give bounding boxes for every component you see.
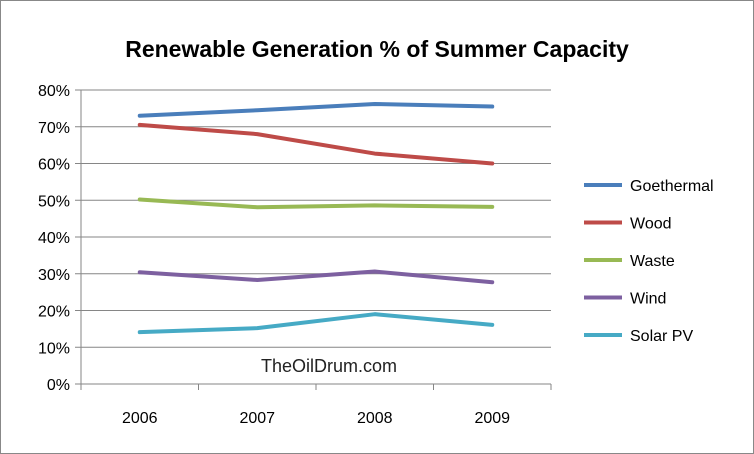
series-lines: [137, 101, 495, 335]
x-tick-label: 2009: [474, 410, 510, 427]
x-tick-labels: 2006 2007 2008 2009: [122, 410, 510, 427]
y-tick-label: 50%: [38, 193, 70, 210]
x-tick-label: 2007: [239, 410, 275, 427]
legend-label: Wind: [630, 291, 666, 308]
x-tick-label: 2006: [122, 410, 158, 427]
y-tick-labels: 0% 10% 20% 30% 40% 50% 60% 70% 80%: [38, 83, 70, 394]
axes: [80, 90, 552, 390]
series-line-waste: [137, 197, 495, 210]
series-line-goethermal: [137, 101, 495, 118]
series-line-wind: [137, 269, 495, 285]
series-line-solar-pv: [137, 312, 495, 335]
chart-title: Renewable Generation % of Summer Capacit…: [125, 36, 629, 62]
legend-label: Solar PV: [630, 328, 693, 345]
y-tick-label: 70%: [38, 120, 70, 137]
y-tick-label: 80%: [38, 83, 70, 100]
y-tick-label: 60%: [38, 157, 70, 174]
series-line-wood: [137, 122, 495, 166]
y-tick-label: 10%: [38, 340, 70, 357]
watermark: TheOilDrum.com: [261, 356, 397, 376]
legend: Goethermal Wood Waste Wind Solar PV: [584, 178, 714, 345]
gridlines: [75, 89, 551, 385]
legend-label: Goethermal: [630, 178, 714, 195]
y-tick-label: 30%: [38, 267, 70, 284]
y-tick-label: 0%: [47, 377, 70, 394]
y-tick-label: 40%: [38, 230, 70, 247]
legend-label: Waste: [630, 253, 675, 270]
y-tick-label: 20%: [38, 304, 70, 321]
legend-label: Wood: [630, 216, 672, 233]
x-tick-label: 2008: [357, 410, 393, 427]
